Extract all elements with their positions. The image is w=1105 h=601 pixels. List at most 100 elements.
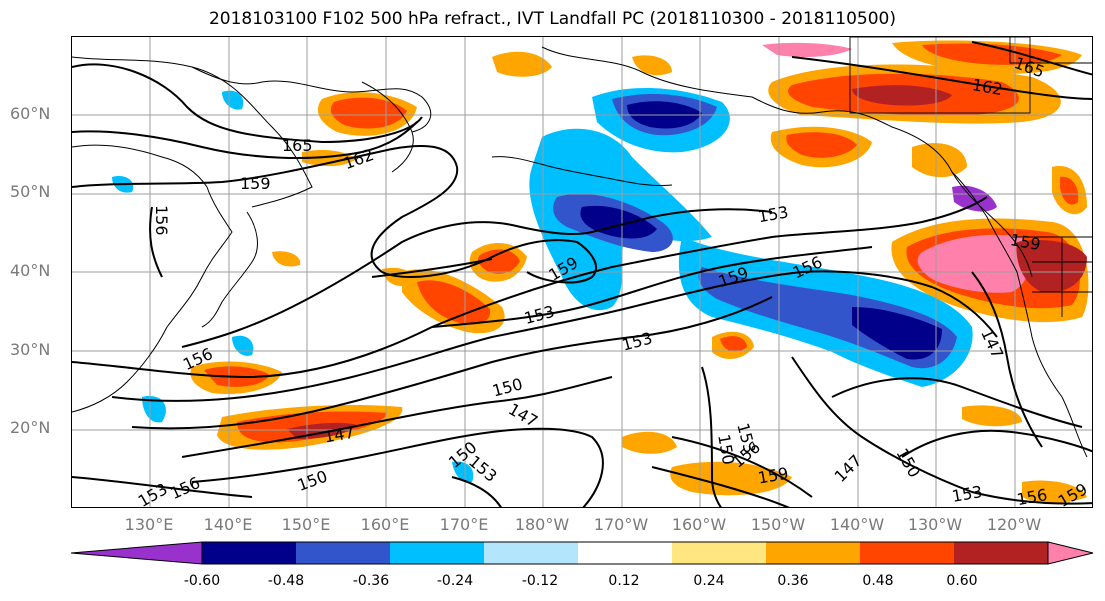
lon-tick: 130°W	[907, 515, 963, 534]
colorbar-segment	[296, 542, 391, 564]
shading-lightblue	[232, 335, 254, 356]
colorbar-segment	[766, 542, 861, 564]
contour-label: 150	[490, 374, 524, 400]
contour-low-3	[451, 476, 502, 507]
colorbar-segment	[202, 542, 297, 564]
contour-147-east	[901, 429, 1092, 458]
lon-tick: 170°W	[593, 515, 649, 534]
contour-147	[181, 376, 613, 458]
shading-navy	[852, 307, 942, 360]
colorbar-extend-high	[1047, 541, 1094, 565]
contour-label: 156	[152, 205, 171, 236]
contour-low-1	[651, 466, 790, 507]
shading-orange	[962, 405, 1022, 427]
border-line	[1009, 37, 1092, 64]
shading-lightblue	[452, 461, 474, 483]
lat-tick: 20°N	[10, 418, 51, 437]
colorbar-outline	[201, 541, 1049, 565]
lat-tick: 30°N	[10, 340, 51, 359]
colorbar-segment	[860, 542, 955, 564]
colorbar	[71, 541, 1094, 565]
shading-red	[786, 132, 857, 158]
contour-label: 150	[295, 467, 330, 495]
contour-150	[111, 270, 998, 402]
shading-orange	[492, 51, 552, 77]
shading-red	[720, 336, 747, 352]
contour-label: 153	[756, 202, 789, 226]
lon-tick: 120°W	[986, 515, 1042, 534]
shading-pink	[917, 234, 1031, 293]
coastline-baja	[1061, 396, 1088, 458]
coastline-okhotsk	[191, 66, 432, 133]
borders	[849, 37, 1092, 317]
coastline-japan	[201, 211, 258, 328]
map-svg: 165 162 159 162 165 159 153 153 159 156 …	[72, 37, 1092, 508]
contour-low-2	[671, 436, 813, 498]
shading-orange	[622, 431, 677, 454]
lon-tick: 180°W	[514, 515, 570, 534]
shading-layer	[112, 40, 1089, 503]
shading-lightblue	[142, 396, 166, 423]
gridlines	[72, 37, 1092, 507]
lon-tick: 140°E	[203, 515, 253, 534]
lon-tick: 160°W	[671, 515, 727, 534]
contour-159-band	[371, 258, 493, 278]
contour-147-upper	[131, 296, 773, 430]
colorbar-tick-label: 0.48	[862, 573, 894, 589]
coastlines	[72, 46, 1088, 458]
shading-orange	[272, 251, 301, 267]
contour-162	[72, 121, 418, 159]
colorbar-tick-label: 0.24	[693, 573, 725, 589]
lat-tick: 50°N	[10, 182, 51, 201]
contour-label: 147	[505, 399, 541, 431]
contour-label: 156	[167, 473, 203, 503]
contour-150-south	[191, 427, 604, 507]
shading-lightblue	[592, 155, 637, 184]
shading-orange	[632, 55, 672, 76]
colorbar-segment	[578, 542, 673, 564]
shading-red	[330, 97, 407, 129]
shading-pink	[762, 42, 852, 57]
colorbar-extend-low	[71, 541, 203, 565]
colorbar-tick-label: -0.12	[521, 573, 559, 589]
lon-tick: 140°W	[829, 515, 885, 534]
lon-tick: 160°E	[360, 515, 410, 534]
colorbar-tick-label: 0.12	[608, 573, 640, 589]
shading-darkred	[852, 85, 952, 106]
contour-label: 165	[282, 136, 313, 155]
shading-red	[478, 249, 520, 274]
contour-east-curve	[971, 271, 1043, 448]
contour-156-band	[181, 208, 773, 348]
shading-orange	[670, 461, 792, 496]
shading-red	[417, 280, 491, 325]
shading-orange	[1022, 480, 1087, 503]
lon-tick: 150°E	[281, 515, 331, 534]
contour-153-band	[72, 196, 988, 379]
lat-tick: 40°N	[10, 261, 51, 280]
colorbar-segment	[484, 542, 579, 564]
contour-label: 156	[1015, 485, 1048, 508]
shading-orange	[912, 143, 967, 178]
colorbar-tick-label: 0.60	[946, 573, 978, 589]
shading-red	[922, 43, 1062, 65]
contour-165	[72, 63, 423, 144]
coastline-kamchatka	[361, 81, 414, 173]
contour-east-lobe	[831, 377, 1083, 428]
contour-label: 147	[831, 451, 866, 486]
lat-tick: 60°N	[10, 104, 51, 123]
contour-165-east	[971, 41, 1092, 76]
coastline-bc	[951, 171, 1063, 398]
colorbar-segment	[390, 542, 485, 564]
contour-south-edge	[72, 476, 253, 498]
shading-lightblue	[222, 90, 244, 110]
coastline-aleutians	[491, 156, 673, 186]
contour-ridge-west	[701, 366, 722, 507]
colorbar-tick-label: 0.36	[777, 573, 809, 589]
colorbar-tick-label: -0.36	[352, 573, 390, 589]
contour-label: 147	[977, 326, 1007, 362]
shading-darkred	[1016, 240, 1087, 293]
contour-label: 150	[892, 445, 924, 481]
colorbar-tick-label: -0.60	[183, 573, 221, 589]
coastline-siberia	[72, 56, 313, 208]
contour-label: 159	[240, 174, 271, 193]
